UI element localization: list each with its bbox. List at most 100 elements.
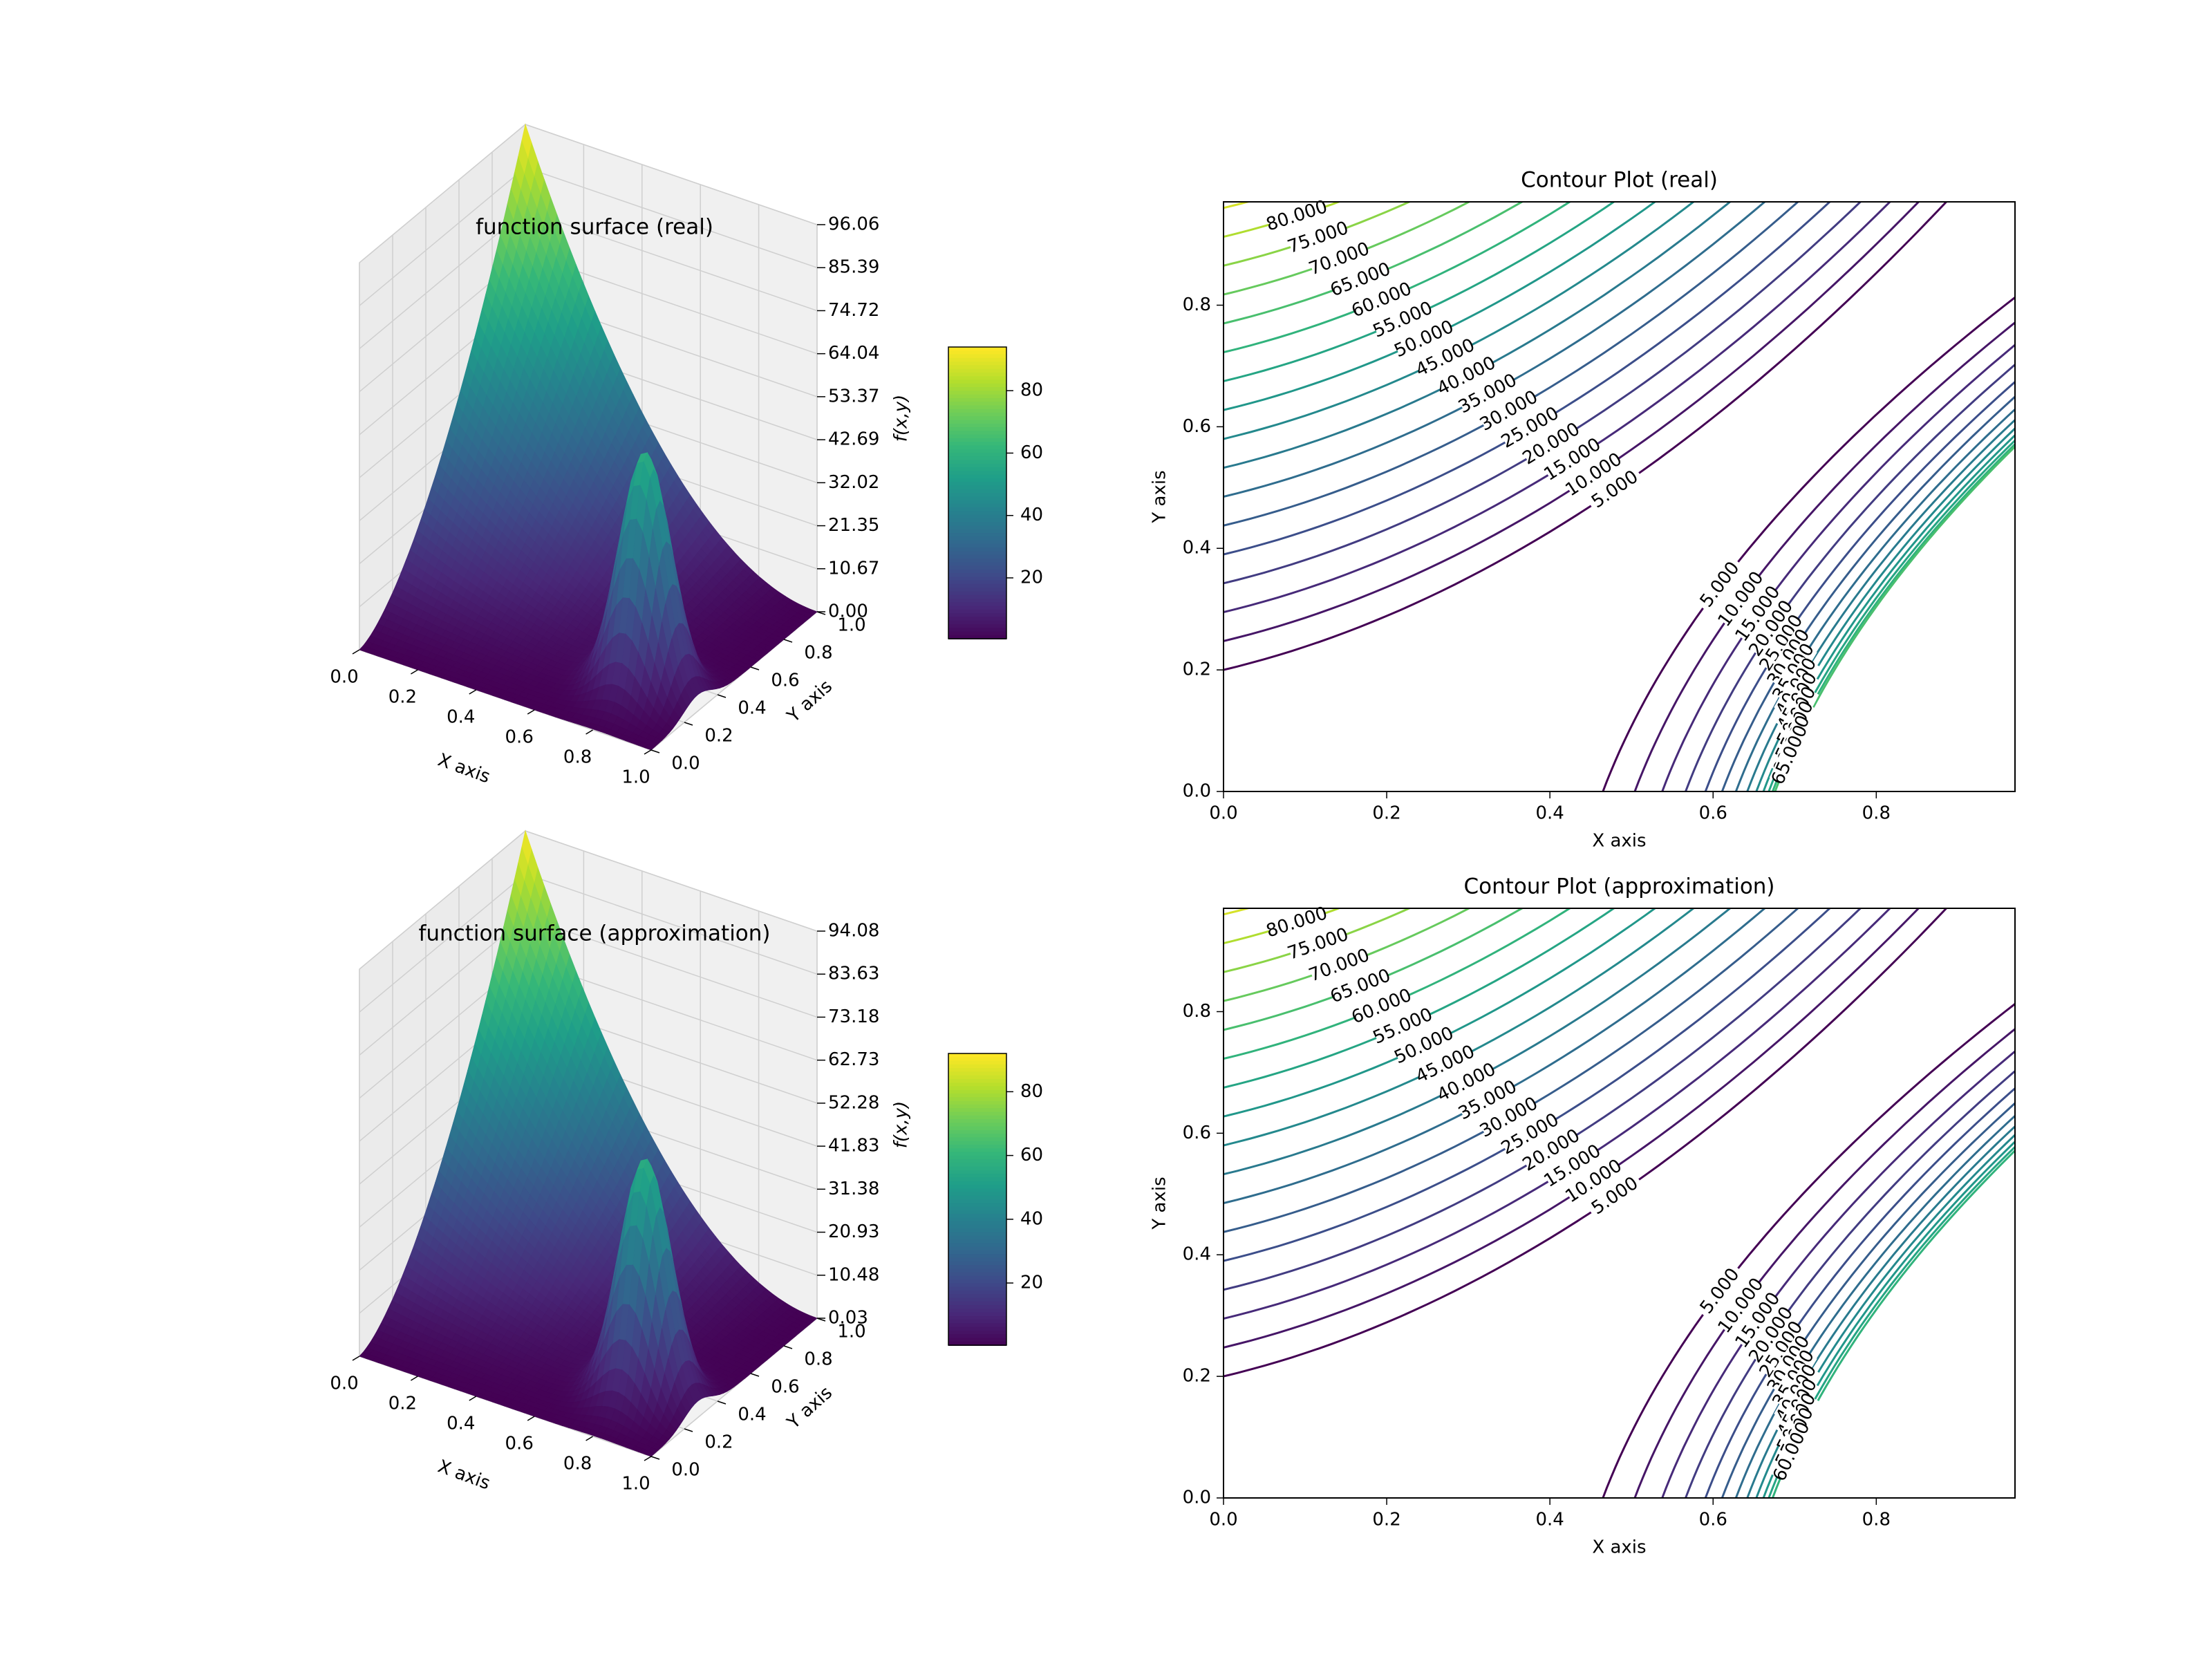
x-tick: [644, 1456, 652, 1461]
y-tick-label: 0.4: [1183, 1244, 1211, 1265]
x-tick-label: 0.8: [563, 1454, 592, 1474]
z-tick-label: 0.03: [828, 1308, 868, 1329]
x-tick-label: 1.0: [621, 1474, 650, 1494]
y-axis-label: Y axis: [1150, 470, 1170, 523]
y-tick-label: 0.6: [1183, 416, 1211, 437]
z-tick-label: 52.28: [828, 1092, 879, 1113]
z-tick-label: 53.37: [828, 386, 879, 406]
y-tick-label: 0.4: [738, 1405, 766, 1425]
z-axis-label: f(x,y): [891, 395, 912, 442]
y-tick-label: 0.4: [1183, 538, 1211, 559]
x-tick-label: 0.4: [1535, 803, 1564, 824]
z-tick-label: 10.67: [828, 558, 879, 579]
z-tick-label: 94.08: [828, 921, 879, 941]
chart-title: function surface (approximation): [418, 921, 770, 946]
y-tick-label: 0.2: [1183, 1366, 1211, 1387]
x-tick: [469, 689, 477, 695]
y-tick-label: 0.8: [1183, 1001, 1211, 1022]
y-axis-label: Y axis: [1150, 1177, 1170, 1230]
colorbar-tick-label: 60: [1020, 442, 1043, 463]
x-tick: [411, 1376, 418, 1381]
x-axis-label: X axis: [1592, 831, 1646, 852]
z-tick-label: 20.93: [828, 1221, 879, 1242]
chart-title: function surface (real): [476, 215, 713, 240]
x-axis-label: X axis: [1592, 1537, 1646, 1558]
x-tick-label: 0.8: [1862, 803, 1891, 824]
y-tick-label: 0.8: [1183, 294, 1211, 315]
x-tick: [469, 1396, 477, 1401]
x-tick-label: 0.2: [1372, 803, 1400, 824]
x-tick-label: 0.0: [1209, 1510, 1237, 1530]
x-tick-label: 0.0: [330, 667, 358, 688]
colorbar-tick-label: 20: [1020, 1273, 1043, 1293]
surface-mesh: [359, 123, 818, 751]
y-tick-label: 0.0: [1183, 1488, 1211, 1508]
z-tick-label: 74.72: [828, 300, 879, 321]
chart-title: Contour Plot (real): [1521, 168, 1718, 193]
x-tick-label: 0.4: [447, 707, 475, 728]
z-tick-label: 83.63: [828, 964, 879, 984]
z-tick-label: 41.83: [828, 1136, 879, 1156]
x-tick: [585, 1436, 593, 1441]
x-tick: [527, 709, 535, 715]
x-tick-label: 0.8: [1862, 1510, 1891, 1530]
y-tick-label: 0.0: [671, 753, 700, 774]
y-tick-label: 0.6: [1183, 1123, 1211, 1143]
x-tick-label: 0.0: [330, 1374, 358, 1394]
y-tick-label: 0.6: [771, 1377, 799, 1398]
x-tick: [644, 749, 652, 755]
colorbar-tick-label: 80: [1020, 1081, 1043, 1102]
y-tick: [650, 1456, 660, 1460]
x-tick-label: 0.6: [1699, 803, 1727, 824]
z-tick-label: 31.38: [828, 1179, 879, 1199]
x-axis-label: X axis: [435, 750, 493, 788]
z-tick-label: 10.48: [828, 1264, 879, 1285]
y-tick-label: 0.2: [704, 726, 733, 747]
y-tick: [717, 694, 727, 698]
x-tick: [352, 1356, 360, 1361]
colorbar-tick-label: 60: [1020, 1145, 1043, 1165]
y-tick: [783, 1345, 793, 1349]
x-axis-label: X axis: [435, 1456, 493, 1494]
x-tick-label: 0.6: [1699, 1510, 1727, 1530]
x-tick: [585, 729, 593, 735]
y-tick: [650, 749, 660, 753]
surface-panel-0: 0.00.20.40.60.81.00.00.20.40.60.81.00.00…: [330, 123, 1043, 788]
y-tick-label: 0.8: [804, 1349, 832, 1370]
contour-line: [1224, 0, 2039, 179]
contour-panel-1: 5.00010.00015.00020.00025.00030.00035.00…: [1150, 0, 2039, 852]
colorbar: 20 40 60 80: [948, 1053, 1043, 1346]
y-tick-label: 0.0: [671, 1460, 700, 1481]
x-tick-label: 0.2: [388, 687, 417, 708]
x-tick-label: 0.2: [1372, 1510, 1400, 1530]
x-tick-label: 0.6: [505, 727, 534, 748]
z-tick-label: 32.02: [828, 472, 879, 493]
y-tick-label: 0.2: [704, 1432, 733, 1453]
x-tick: [352, 649, 360, 655]
x-tick-label: 0.0: [1209, 803, 1237, 824]
z-tick-label: 62.73: [828, 1049, 879, 1070]
x-tick-label: 0.8: [563, 747, 592, 768]
y-tick: [750, 1373, 760, 1377]
y-tick: [783, 639, 793, 643]
z-axis-label: f(x,y): [891, 1101, 912, 1148]
y-tick: [684, 722, 693, 726]
y-tick: [684, 1428, 693, 1432]
colorbar-tick-label: 40: [1020, 1208, 1043, 1229]
x-tick-label: 1.0: [621, 767, 650, 788]
x-tick-label: 0.2: [388, 1394, 417, 1414]
z-tick-label: 64.04: [828, 343, 879, 364]
colorbar-tick-label: 20: [1020, 567, 1043, 588]
y-tick-label: 0.8: [804, 643, 832, 664]
colorbar-tick-label: 80: [1020, 380, 1043, 401]
x-tick: [527, 1416, 535, 1421]
surface-panel-2: 0.00.20.40.60.81.00.00.20.40.60.81.00.03…: [330, 830, 1043, 1494]
z-tick-label: 42.69: [828, 429, 879, 450]
z-tick-label: 85.39: [828, 257, 879, 278]
y-tick: [750, 666, 760, 671]
y-tick-label: 0.2: [1183, 659, 1211, 680]
y-tick: [717, 1400, 727, 1405]
y-tick-label: 0.4: [738, 698, 766, 719]
